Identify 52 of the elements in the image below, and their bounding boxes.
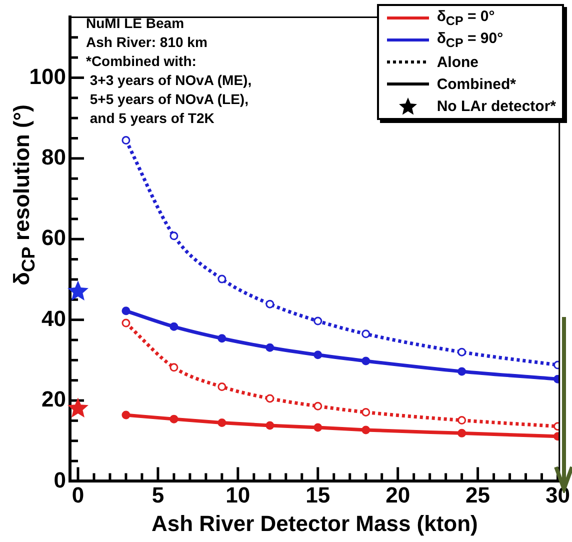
- point: [362, 408, 370, 416]
- point: [218, 334, 226, 343]
- point: [362, 356, 370, 366]
- annotation: 5+5 years of NOvA (LE),: [88, 90, 250, 109]
- point: [218, 382, 226, 392]
- point: [458, 367, 466, 376]
- point: [68, 280, 88, 300]
- point: [362, 330, 370, 338]
- x-tick-label: 25: [466, 482, 490, 508]
- legend-label: δ$_{CP}$ = 90°: [436, 30, 504, 50]
- point: [458, 348, 466, 356]
- point: [314, 402, 322, 410]
- point: [314, 316, 322, 326]
- point: [170, 322, 178, 331]
- x-tick-label: 5: [152, 482, 164, 508]
- annotation: NuMI LE Beam: [86, 14, 186, 33]
- y-tick-label: 20: [42, 386, 66, 412]
- annotation: *Combined with:: [86, 52, 198, 71]
- y-tick-label: 40: [42, 306, 66, 331]
- annotation: Alone: [436, 54, 478, 70]
- point: [266, 343, 274, 352]
- x-tick-label: 0: [72, 482, 84, 508]
- x-tick-label: 20: [386, 482, 410, 508]
- x-tick-label: 10: [226, 482, 250, 508]
- legend-label: δ$_{CP}$ = 0°: [436, 8, 495, 28]
- point: [218, 418, 226, 427]
- point: [170, 414, 178, 424]
- y-tick-label: 60: [42, 225, 66, 250]
- annotation: Combined*: [436, 76, 516, 92]
- annotation: Ash River: 810 km: [86, 33, 208, 52]
- annotation: and 5 years of T2K: [88, 109, 216, 128]
- point: [458, 428, 466, 438]
- point: [458, 416, 466, 425]
- y-tick-label: 80: [42, 144, 66, 170]
- point: [266, 300, 274, 308]
- annotation: No LAr detector*: [436, 98, 556, 114]
- point: [362, 426, 370, 434]
- annotation: 3+3 years of NOvA (ME),: [88, 71, 252, 90]
- x-tick-label: 15: [306, 482, 330, 508]
- point: [218, 274, 226, 284]
- point: [170, 363, 178, 372]
- point: [122, 306, 130, 316]
- y-tick-label: 100: [29, 64, 66, 89]
- point: [266, 421, 274, 430]
- point: [314, 423, 322, 432]
- point: [122, 410, 130, 420]
- point: [122, 136, 130, 145]
- x-axis-title: Ash River Detector Mass (kton): [151, 510, 478, 536]
- point: [122, 318, 130, 328]
- point: [266, 394, 274, 403]
- point: [314, 350, 322, 360]
- point: [170, 232, 178, 240]
